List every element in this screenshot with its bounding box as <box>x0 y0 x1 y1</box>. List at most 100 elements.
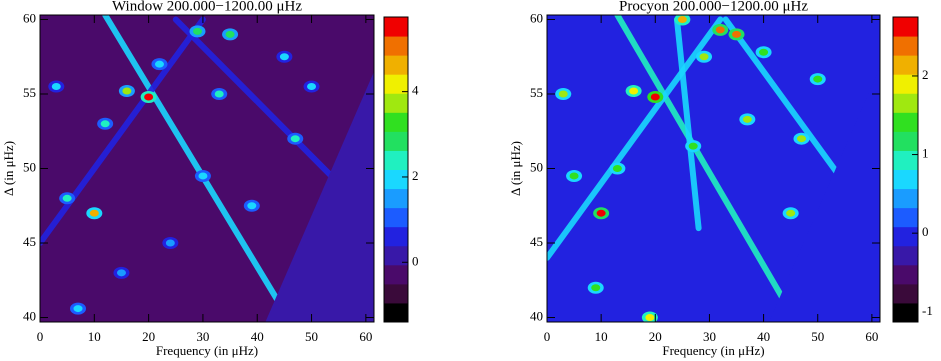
peak <box>144 93 154 101</box>
peak <box>100 120 110 128</box>
peak <box>290 135 300 143</box>
colorbar-band <box>384 112 408 132</box>
colorbar-band <box>893 264 918 285</box>
peak <box>715 26 725 34</box>
peak <box>198 172 208 180</box>
peak <box>247 202 257 210</box>
colorbar-band <box>893 302 918 323</box>
x-tick-label: 40 <box>757 329 770 344</box>
peak <box>51 83 61 91</box>
y-tick-label: 55 <box>530 85 543 100</box>
colorbar-tick-label: -1 <box>922 303 933 318</box>
colorbar-band <box>384 74 408 94</box>
peak <box>279 53 289 61</box>
colorbar-band <box>893 55 918 75</box>
colorbar-band <box>384 36 408 56</box>
y-tick-label: 50 <box>530 159 543 174</box>
peak <box>688 142 698 150</box>
x-tick-label: 50 <box>811 329 824 344</box>
peak <box>699 53 709 61</box>
peak <box>62 194 72 202</box>
peak <box>307 83 317 91</box>
colorbar-tick-label: 2 <box>922 67 929 82</box>
colorbar-band <box>893 283 918 304</box>
colorbar-band <box>384 17 408 37</box>
peak <box>759 48 769 56</box>
blank-region <box>769 67 880 322</box>
colorbar-frame <box>383 16 409 323</box>
colorbar-band <box>384 264 408 285</box>
colorbar-band <box>384 283 408 304</box>
peak <box>677 15 687 23</box>
y-axis-label: Δ (in μHz) <box>1 141 16 196</box>
colorbar-band <box>893 169 918 190</box>
colorbar-band <box>384 226 408 247</box>
peak <box>786 209 796 217</box>
peak <box>154 60 164 68</box>
y-tick-label: 55 <box>23 85 36 100</box>
ridge <box>102 15 282 306</box>
x-tick-label: 0 <box>37 329 44 344</box>
peak <box>569 172 579 180</box>
colorbar-band <box>893 207 918 228</box>
peak <box>116 269 126 277</box>
colorbar-band <box>384 188 408 209</box>
peak <box>796 135 806 143</box>
peak <box>225 30 235 38</box>
peak <box>645 314 655 322</box>
y-tick-label: 50 <box>23 159 36 174</box>
peak <box>612 165 622 172</box>
peak <box>122 87 132 95</box>
colorbar-band <box>893 188 918 209</box>
ridge <box>673 16 702 232</box>
peak <box>629 87 639 95</box>
y-tick-label: 60 <box>23 10 36 25</box>
x-tick-label: 20 <box>142 329 155 344</box>
chart-title: Procyon 200.000−1200.00 μHz <box>619 0 808 14</box>
colorbar-tick-label: 4 <box>412 83 419 98</box>
colorbar-band <box>384 55 408 75</box>
colorbar-band <box>384 169 408 190</box>
x-axis-label: Frequency (in μHz) <box>156 343 258 358</box>
colorbar-band <box>893 74 918 94</box>
ridge <box>614 15 789 306</box>
x-tick-label: 0 <box>544 329 551 344</box>
colorbar-tick-label: 2 <box>412 168 419 183</box>
colorbar-band <box>893 93 918 113</box>
colorbar-frame <box>892 16 919 323</box>
colorbar-band <box>384 131 408 151</box>
peak <box>89 209 99 217</box>
colorbar-band <box>384 245 408 266</box>
x-axis-label: Frequency (in μHz) <box>662 343 764 358</box>
ridge <box>40 16 206 247</box>
peak <box>813 75 823 83</box>
peak <box>650 93 660 101</box>
colorbar-band <box>384 93 408 113</box>
colorbar-band <box>893 150 918 170</box>
x-tick-label: 10 <box>88 329 101 344</box>
colorbar-band <box>384 302 408 323</box>
x-tick-label: 60 <box>359 329 372 344</box>
x-tick-label: 20 <box>649 329 662 344</box>
peak <box>732 30 742 38</box>
colorbar-tick-label: 0 <box>412 253 419 268</box>
heatmap <box>40 15 374 322</box>
colorbar-band <box>893 226 918 247</box>
blank-region <box>265 71 374 322</box>
y-tick-label: 45 <box>23 234 36 249</box>
x-tick-label: 10 <box>595 329 608 344</box>
colorbar-band <box>384 207 408 228</box>
peak <box>591 284 601 292</box>
ridge <box>547 16 724 261</box>
colorbar-band <box>893 17 918 37</box>
ridge <box>172 16 342 187</box>
colorbar-band <box>384 150 408 170</box>
colorbar-tick-label: 0 <box>922 224 929 239</box>
colorbar-band <box>893 131 918 151</box>
colorbar-tick-label: 1 <box>922 146 929 161</box>
peak <box>214 90 224 98</box>
y-tick-label: 60 <box>530 10 543 25</box>
peak <box>165 239 175 247</box>
colorbar-band <box>893 112 918 132</box>
